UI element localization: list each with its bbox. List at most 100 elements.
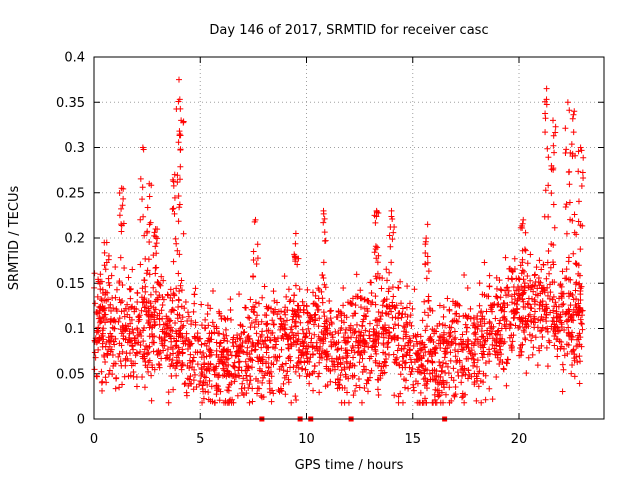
data-point	[256, 385, 263, 392]
data-point	[519, 291, 526, 298]
data-point	[577, 334, 584, 341]
data-point	[417, 389, 424, 396]
data-point	[306, 330, 313, 337]
data-point	[186, 341, 193, 348]
plot-frame	[93, 56, 605, 420]
data-point	[258, 318, 265, 325]
data-point	[379, 302, 386, 309]
data-point	[523, 321, 530, 328]
data-point	[576, 353, 583, 360]
data-point	[495, 327, 502, 334]
data-point	[145, 359, 152, 366]
data-point	[533, 264, 540, 271]
data-point	[337, 309, 344, 316]
data-point	[258, 344, 265, 351]
data-point	[442, 369, 449, 376]
data-point	[486, 385, 493, 392]
data-point	[449, 318, 456, 325]
data-point	[283, 293, 290, 300]
data-point	[171, 171, 178, 178]
data-point	[135, 314, 142, 321]
data-point	[501, 300, 508, 307]
data-point	[334, 346, 341, 353]
data-point	[522, 304, 529, 311]
data-point	[129, 266, 136, 273]
data-point	[386, 303, 393, 310]
data-point	[419, 399, 426, 406]
data-point	[236, 342, 243, 349]
data-point	[440, 304, 447, 311]
data-point	[107, 330, 114, 337]
data-point	[542, 187, 549, 194]
data-point	[203, 342, 210, 349]
data-point	[303, 373, 310, 380]
data-point	[473, 363, 480, 370]
data-point	[506, 265, 513, 272]
data-point	[389, 216, 396, 223]
data-point	[481, 259, 488, 266]
data-point	[398, 346, 405, 353]
data-point	[246, 399, 253, 406]
data-point	[180, 230, 187, 237]
data-point	[447, 329, 454, 336]
data-point	[568, 141, 575, 148]
data-point	[187, 351, 194, 358]
data-point	[450, 365, 457, 372]
data-point	[425, 357, 432, 364]
data-point	[97, 271, 104, 278]
data-point	[409, 365, 416, 372]
data-point	[552, 123, 559, 130]
data-point	[418, 346, 425, 353]
data-point	[441, 354, 448, 361]
data-point	[392, 314, 399, 321]
data-point	[158, 307, 165, 314]
data-point	[459, 331, 466, 338]
data-point	[112, 335, 119, 342]
data-point	[320, 219, 327, 226]
data-point	[548, 323, 555, 330]
data-point	[352, 338, 359, 345]
data-point	[563, 266, 570, 273]
data-point	[452, 310, 459, 317]
data-point	[102, 319, 109, 326]
data-point	[109, 324, 116, 331]
data-point	[249, 339, 256, 346]
data-point	[319, 272, 326, 279]
data-point	[104, 350, 111, 357]
data-point	[470, 314, 477, 321]
data-point	[221, 359, 228, 366]
data-point	[103, 379, 110, 386]
data-point	[386, 332, 393, 339]
data-point	[194, 349, 201, 356]
data-point	[128, 357, 135, 364]
data-point	[438, 381, 445, 388]
data-point	[197, 348, 204, 355]
data-point	[358, 399, 365, 406]
data-point	[443, 360, 450, 367]
data-point	[343, 358, 350, 365]
data-point	[374, 270, 381, 277]
data-point	[165, 292, 172, 299]
data-point	[98, 368, 105, 375]
data-point	[269, 329, 276, 336]
data-point	[440, 313, 447, 320]
data-point	[292, 322, 299, 329]
data-point	[147, 321, 154, 328]
data-point	[237, 344, 244, 351]
data-point	[479, 291, 486, 298]
y-tick-label: 0.25	[56, 186, 85, 201]
data-point	[394, 334, 401, 341]
data-point	[118, 205, 125, 212]
data-point	[559, 308, 566, 315]
data-point	[570, 317, 577, 324]
data-point	[494, 328, 501, 335]
data-point	[297, 359, 304, 366]
data-point	[242, 358, 249, 365]
data-point	[102, 291, 109, 298]
data-point	[265, 364, 272, 371]
data-point	[292, 393, 299, 400]
data-point	[167, 351, 174, 358]
data-point	[101, 311, 108, 318]
data-point	[444, 363, 451, 370]
data-point	[260, 374, 267, 381]
